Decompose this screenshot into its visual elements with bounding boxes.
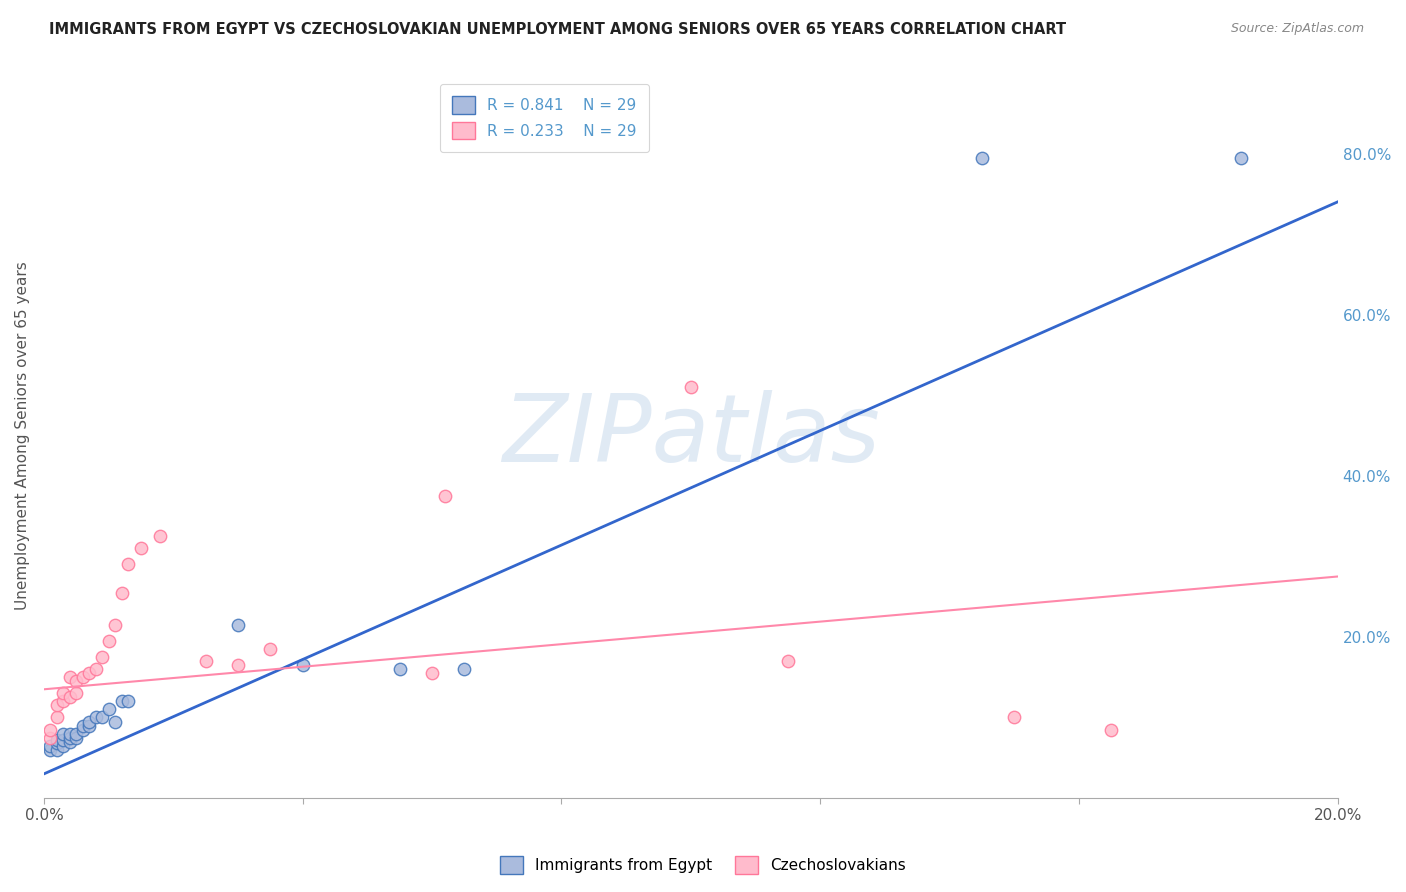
Point bbox=[45, 736, 67, 750]
Point bbox=[39, 723, 62, 737]
Point bbox=[65, 726, 87, 740]
Point bbox=[65, 674, 87, 689]
Point bbox=[59, 734, 82, 748]
Point bbox=[45, 742, 67, 756]
Y-axis label: Unemployment Among Seniors over 65 years: Unemployment Among Seniors over 65 years bbox=[15, 261, 30, 610]
Point bbox=[72, 670, 94, 684]
Point bbox=[84, 662, 107, 676]
Text: IMMIGRANTS FROM EGYPT VS CZECHOSLOVAKIAN UNEMPLOYMENT AMONG SENIORS OVER 65 YEAR: IMMIGRANTS FROM EGYPT VS CZECHOSLOVAKIAN… bbox=[49, 22, 1066, 37]
Point bbox=[59, 726, 82, 740]
Point bbox=[117, 558, 139, 572]
Point bbox=[65, 731, 87, 745]
Point bbox=[110, 694, 132, 708]
Point bbox=[91, 710, 114, 724]
Point bbox=[52, 726, 75, 740]
Legend: Immigrants from Egypt, Czechoslovakians: Immigrants from Egypt, Czechoslovakians bbox=[494, 850, 912, 880]
Point bbox=[117, 694, 139, 708]
Point bbox=[194, 654, 217, 668]
Point bbox=[104, 618, 127, 632]
Point bbox=[388, 662, 411, 676]
Text: ZIPatlas: ZIPatlas bbox=[502, 390, 880, 481]
Point bbox=[1229, 151, 1251, 165]
Point bbox=[39, 742, 62, 756]
Point bbox=[97, 634, 120, 648]
Point bbox=[45, 698, 67, 713]
Point bbox=[1099, 723, 1122, 737]
Point bbox=[45, 710, 67, 724]
Point bbox=[679, 380, 702, 394]
Point bbox=[776, 654, 799, 668]
Point bbox=[91, 650, 114, 665]
Point bbox=[59, 690, 82, 705]
Point bbox=[433, 489, 456, 503]
Point bbox=[52, 733, 75, 747]
Point bbox=[453, 662, 475, 676]
Point bbox=[52, 739, 75, 753]
Point bbox=[39, 731, 62, 745]
Point bbox=[77, 718, 100, 732]
Point bbox=[84, 710, 107, 724]
Point bbox=[149, 529, 172, 543]
Point bbox=[259, 642, 281, 657]
Point bbox=[104, 714, 127, 729]
Point bbox=[129, 541, 152, 556]
Point bbox=[39, 739, 62, 753]
Point bbox=[420, 666, 443, 681]
Point bbox=[45, 733, 67, 747]
Point bbox=[970, 151, 993, 165]
Point bbox=[1002, 710, 1025, 724]
Point bbox=[291, 658, 314, 673]
Point bbox=[77, 666, 100, 681]
Point bbox=[52, 686, 75, 700]
Legend: R = 0.841    N = 29, R = 0.233    N = 29: R = 0.841 N = 29, R = 0.233 N = 29 bbox=[440, 84, 648, 152]
Point bbox=[77, 714, 100, 729]
Point bbox=[72, 723, 94, 737]
Point bbox=[72, 718, 94, 732]
Point bbox=[65, 686, 87, 700]
Point bbox=[59, 670, 82, 684]
Text: Source: ZipAtlas.com: Source: ZipAtlas.com bbox=[1230, 22, 1364, 36]
Point bbox=[226, 658, 249, 673]
Point bbox=[110, 585, 132, 599]
Point bbox=[52, 694, 75, 708]
Point bbox=[97, 702, 120, 716]
Point bbox=[59, 731, 82, 745]
Point bbox=[226, 618, 249, 632]
